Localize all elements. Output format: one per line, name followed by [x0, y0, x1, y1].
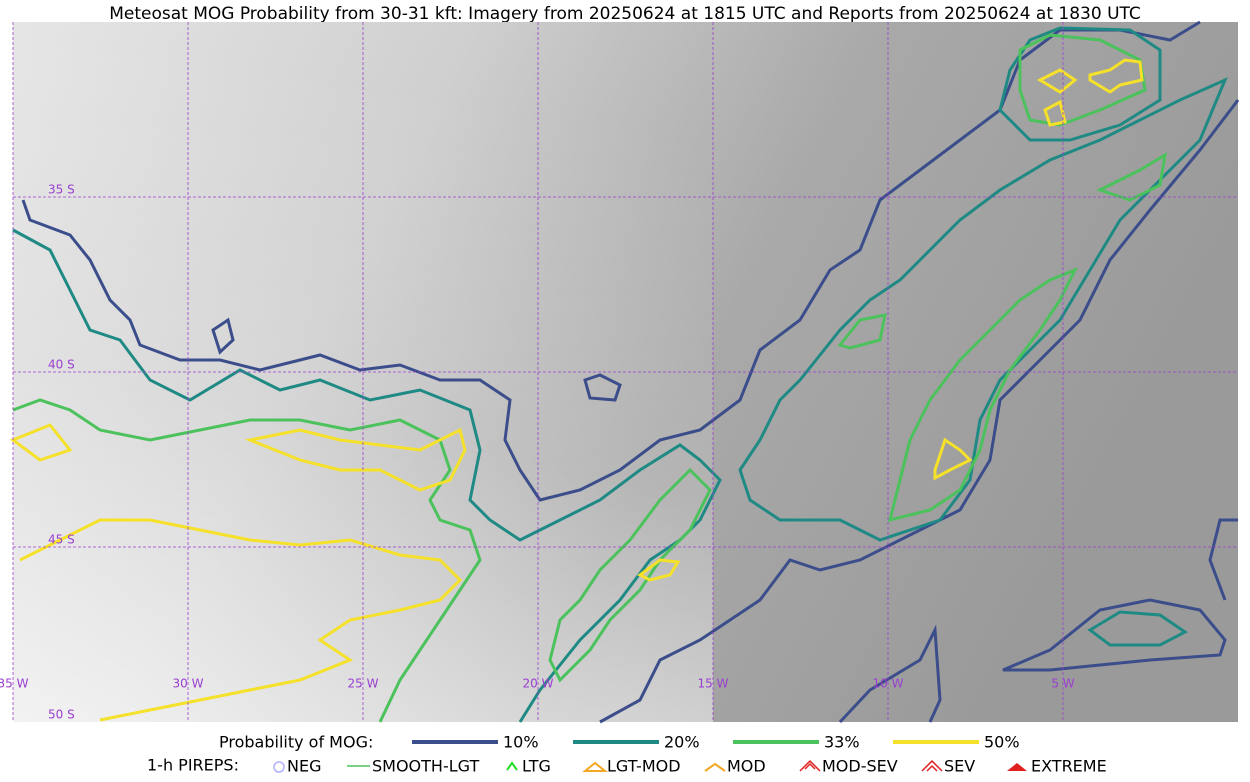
- legend-icon: [506, 761, 518, 771]
- legend-label: SMOOTH-LGT: [372, 757, 479, 776]
- lon-label: 20 W: [523, 677, 554, 691]
- lat-label: 35 S: [48, 183, 75, 197]
- title: Meteosat MOG Probability from 30-31 kft:…: [109, 4, 1141, 24]
- map: 35 S 40 S 45 S 50 S 35 W 30 W 25 W 20 W 15 W 10 W…: [0, 20, 1240, 724]
- graticule: 35 S 40 S 45 S 50 S 35 W 30 W 25 W 20 W 15 W 10 W…: [0, 22, 1238, 722]
- contours: [9, 20, 1240, 724]
- legend-label: NEG: [287, 757, 321, 776]
- legend-label: 50%: [984, 733, 1020, 752]
- legend-label: LGT-MOD: [607, 757, 681, 776]
- legend: Probability of MOG: 10% 20% 33% 50% 1-h PIREP…: [147, 733, 1107, 776]
- legend-heading: Probability of MOG:: [219, 733, 373, 752]
- legend-icon: [704, 762, 726, 772]
- lon-label: 35 W: [0, 677, 29, 691]
- legend-label: 20%: [664, 733, 700, 752]
- lon-label: 25 W: [348, 677, 379, 691]
- legend-label: SEV: [944, 757, 975, 776]
- legend-icon: [273, 761, 285, 773]
- lon-label: 5 W: [1051, 677, 1074, 691]
- legend-label: 10%: [503, 733, 539, 752]
- lat-label: 45 S: [48, 533, 75, 547]
- lat-label: 50 S: [48, 708, 75, 722]
- legend-icon: [582, 761, 608, 772]
- legend-label: MOD-SEV: [822, 757, 898, 776]
- legend-label: 33%: [824, 733, 860, 752]
- legend-icon: [799, 759, 821, 772]
- legend-label: LTG: [522, 757, 551, 776]
- lon-label: 15 W: [698, 677, 729, 691]
- lon-label: 30 W: [173, 677, 204, 691]
- legend-icon: [921, 759, 943, 772]
- legend-icon: [1007, 763, 1027, 771]
- legend-label: EXTREME: [1031, 757, 1107, 776]
- lon-label: 10 W: [873, 677, 904, 691]
- legend-label: MOD: [727, 757, 766, 776]
- lat-label: 40 S: [48, 358, 75, 372]
- legend-heading: 1-h PIREPS:: [147, 756, 239, 775]
